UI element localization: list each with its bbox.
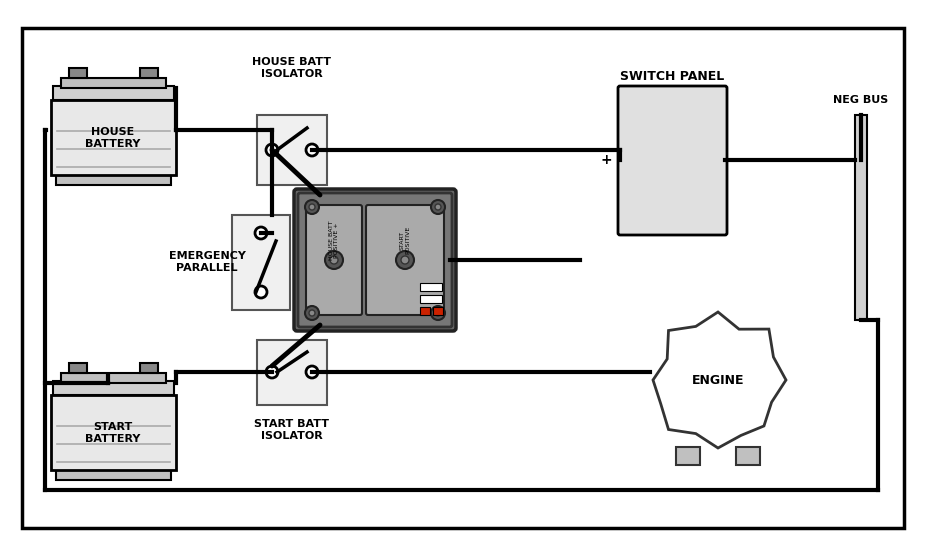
FancyBboxPatch shape: [294, 189, 456, 331]
Bar: [51, 100, 176, 175]
Bar: [420, 295, 442, 303]
Bar: [56, 173, 171, 185]
Circle shape: [266, 366, 278, 378]
FancyBboxPatch shape: [366, 205, 444, 315]
Circle shape: [325, 251, 343, 269]
Bar: [140, 363, 158, 373]
Bar: [53, 86, 174, 100]
Text: START
POSITIVE: START POSITIVE: [400, 226, 410, 254]
Bar: [69, 68, 87, 78]
Text: START BATT
ISOLATOR: START BATT ISOLATOR: [255, 419, 330, 441]
FancyBboxPatch shape: [298, 193, 452, 327]
Circle shape: [309, 310, 315, 316]
Text: -: -: [733, 153, 739, 167]
Bar: [855, 115, 867, 320]
Text: EMERGENCY
PARALLEL: EMERGENCY PARALLEL: [169, 251, 245, 273]
Bar: [257, 340, 327, 405]
Circle shape: [306, 366, 318, 378]
Text: NEG BUS: NEG BUS: [833, 95, 889, 105]
Circle shape: [306, 144, 318, 156]
Bar: [56, 468, 171, 480]
Bar: [61, 78, 166, 88]
Circle shape: [255, 286, 267, 298]
Circle shape: [255, 227, 267, 239]
Bar: [420, 283, 442, 291]
Text: HOUSE
BATTERY: HOUSE BATTERY: [85, 127, 141, 149]
Circle shape: [330, 256, 338, 264]
Circle shape: [305, 200, 319, 214]
Circle shape: [309, 204, 315, 210]
Text: SWITCH PANEL: SWITCH PANEL: [619, 70, 724, 82]
Circle shape: [401, 256, 409, 264]
Bar: [61, 373, 166, 383]
Bar: [676, 447, 700, 465]
Circle shape: [431, 200, 445, 214]
Bar: [257, 115, 327, 185]
Text: HOUSE BATT
POSITIVE +: HOUSE BATT POSITIVE +: [329, 220, 340, 260]
Circle shape: [396, 251, 414, 269]
Polygon shape: [653, 312, 786, 448]
Bar: [433, 307, 443, 315]
FancyBboxPatch shape: [306, 205, 362, 315]
Bar: [232, 215, 290, 310]
Text: START
BATTERY: START BATTERY: [85, 422, 141, 444]
Bar: [736, 447, 760, 465]
Text: HOUSE BATT
ISOLATOR: HOUSE BATT ISOLATOR: [253, 57, 332, 79]
Bar: [420, 307, 430, 315]
Text: ENGINE: ENGINE: [692, 373, 745, 386]
Bar: [140, 68, 158, 78]
Circle shape: [305, 306, 319, 320]
Bar: [51, 395, 176, 470]
Bar: [69, 363, 87, 373]
Circle shape: [266, 144, 278, 156]
Circle shape: [431, 306, 445, 320]
Bar: [53, 381, 174, 395]
Circle shape: [435, 204, 441, 210]
Text: +: +: [600, 153, 612, 167]
Circle shape: [435, 310, 441, 316]
FancyBboxPatch shape: [618, 86, 727, 235]
